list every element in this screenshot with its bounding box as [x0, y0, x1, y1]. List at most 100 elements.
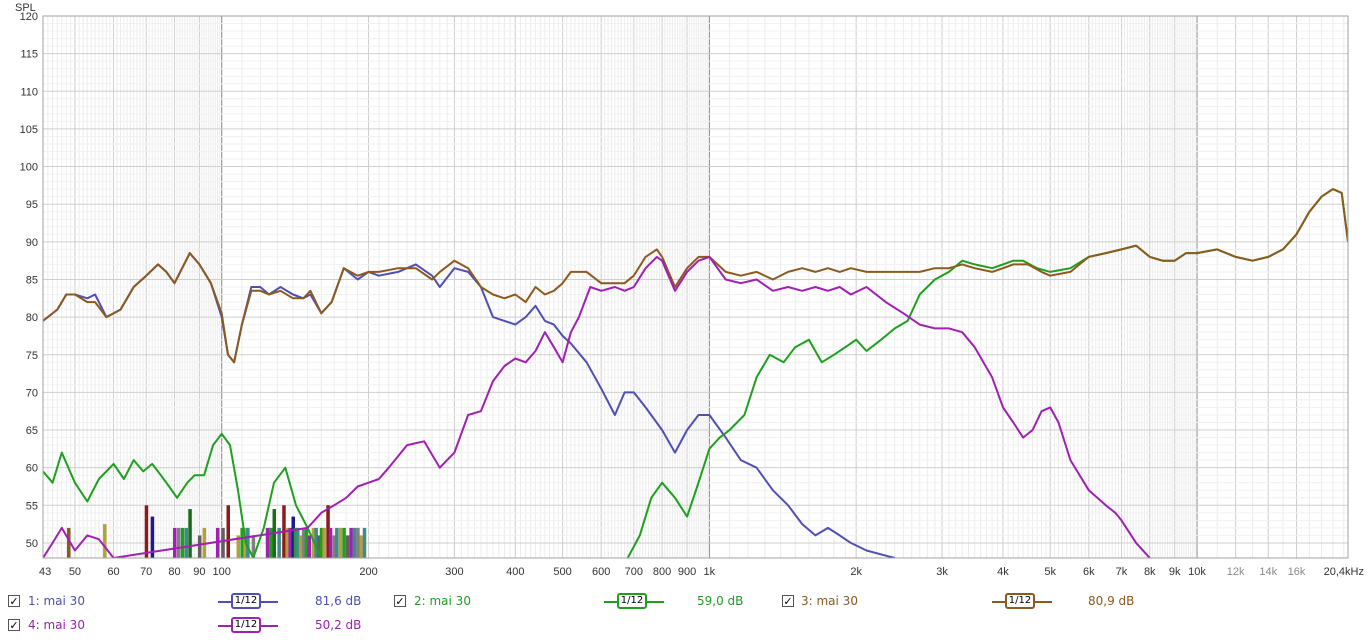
overlay-bar: [66, 527, 71, 558]
y-tick-label: 110: [20, 86, 38, 98]
overlay-bar: [295, 527, 300, 558]
x-tick-label: 800: [653, 566, 671, 578]
overlay-bar: [226, 505, 230, 558]
y-tick-label: 95: [26, 199, 38, 211]
x-tick-label: 5k: [1044, 566, 1056, 578]
y-tick-label: 100: [20, 162, 38, 174]
legend-label-4[interactable]: 4: mai 30: [28, 618, 85, 632]
legend-label-1[interactable]: 1: mai 30: [28, 594, 85, 608]
overlay-bar: [176, 527, 181, 558]
legend-row-1: ✓ 1: mai 30 1/12 81,6 dB ✓ 2: mai 30 1/1…: [0, 592, 1369, 614]
overlay-bar: [236, 535, 241, 558]
overlay-bar: [180, 527, 185, 558]
legend-value-3: 80,9 dB: [1088, 594, 1135, 608]
y-tick-label: 85: [26, 274, 38, 286]
overlay-bar: [304, 527, 309, 558]
x-tick-label: 7k: [1116, 566, 1128, 578]
overlay-bar: [326, 505, 330, 558]
y-tick-label: 115: [20, 49, 38, 61]
y-tick-label: 65: [26, 425, 38, 437]
x-tick-label: 500: [553, 566, 571, 578]
overlay-bar: [317, 535, 321, 558]
smoothing-label-4: 1/12: [231, 617, 261, 633]
y-tick-label: 120: [20, 11, 38, 23]
spl-chart: 120 115 110 105 100 95 90 85 80 75 70 65 60 55 50 SPL 43…: [15, 2, 1364, 578]
overlay-bar: [362, 527, 367, 558]
y-axis-label: SPL: [15, 2, 36, 14]
overlay-bar: [197, 535, 202, 558]
overlay-bar: [246, 527, 250, 558]
overlay-bar: [332, 535, 337, 558]
y-tick-label: 70: [26, 387, 38, 399]
overlay-bar: [184, 527, 189, 558]
legend-value-2: 59,0 dB: [697, 594, 744, 608]
x-tick-label: 10k: [1188, 566, 1206, 578]
overlay-bar: [314, 527, 318, 558]
x-tick-label: 14k: [1259, 566, 1277, 578]
x-tick-label: 900: [678, 566, 696, 578]
overlay-bar: [251, 535, 256, 558]
checkbox-series-4[interactable]: ✓: [8, 619, 20, 632]
y-tick-label: 55: [26, 500, 38, 512]
overlay-bar: [301, 527, 306, 558]
x-tick-label: 8k: [1144, 566, 1156, 578]
x-tick-label: 200: [359, 566, 377, 578]
smoothing-label-1: 1/12: [231, 593, 261, 609]
overlay-bar: [307, 535, 312, 558]
legend-row-2: ✓ 4: mai 30 1/12 50,2 dB: [0, 616, 1369, 638]
y-tick-label: 60: [26, 463, 38, 475]
overlay-bar: [349, 527, 353, 558]
overlay-bar: [293, 527, 298, 558]
smoothing-control-2[interactable]: 1/12: [604, 592, 664, 610]
overlay-bar: [285, 527, 289, 558]
overlay-bar: [150, 516, 155, 558]
overlay-bar: [298, 535, 303, 558]
legend-label-2[interactable]: 2: mai 30: [414, 594, 471, 608]
y-tick-label: 90: [26, 237, 38, 249]
x-tick-label: 20,4kHz: [1324, 566, 1364, 578]
checkbox-series-2[interactable]: ✓: [394, 595, 406, 608]
checkbox-series-3[interactable]: ✓: [782, 595, 794, 608]
x-tick-label: 1k: [704, 566, 716, 578]
x-tick-label: 9k: [1169, 566, 1181, 578]
x-tick-label: 60: [107, 566, 119, 578]
x-tick-label: 700: [625, 566, 643, 578]
smoothing-label-2: 1/12: [617, 593, 647, 609]
x-tick-label: 4k: [997, 566, 1009, 578]
overlay-bar: [359, 535, 363, 558]
x-tick-label: 2k: [850, 566, 862, 578]
overlay-bar: [188, 509, 192, 558]
overlay-bar: [328, 527, 333, 558]
legend-entry-1: ✓ 1: mai 30 1/12 81,6 dB: [6, 592, 366, 614]
overlay-bar: [288, 527, 292, 558]
x-tick-label: 400: [506, 566, 524, 578]
x-tick-label: 90: [193, 566, 205, 578]
plot-border: [42, 15, 1349, 559]
overlay-bar: [221, 527, 225, 558]
smoothing-control-1[interactable]: 1/12: [218, 592, 278, 610]
x-tick-label: 70: [140, 566, 152, 578]
overlay-bar: [265, 527, 270, 558]
overlay-bar: [144, 505, 149, 558]
smoothing-control-3[interactable]: 1/12: [992, 592, 1052, 610]
overlay-bar: [103, 524, 107, 558]
smoothing-control-4[interactable]: 1/12: [218, 616, 278, 634]
legend-value-4: 50,2 dB: [315, 618, 362, 632]
x-tick-label: 12k: [1227, 566, 1245, 578]
overlay-bar: [352, 527, 357, 558]
x-tick-label: 16k: [1288, 566, 1306, 578]
x-tick-label: 43: [39, 566, 51, 578]
checkbox-series-1[interactable]: ✓: [8, 595, 20, 608]
legend-label-3[interactable]: 3: mai 30: [801, 594, 858, 608]
y-tick-label: 80: [26, 312, 38, 324]
smoothing-label-3: 1/12: [1005, 593, 1035, 609]
overlay-bar: [322, 527, 326, 558]
overlay-bar: [335, 527, 339, 558]
y-tick-label: 105: [20, 124, 38, 136]
overlay-bar: [269, 527, 273, 558]
overlay-bar: [338, 527, 343, 558]
x-tick-label: 80: [168, 566, 180, 578]
x-tick-label: 3k: [936, 566, 948, 578]
x-tick-label: 50: [69, 566, 81, 578]
x-tick-label: 100: [213, 566, 231, 578]
